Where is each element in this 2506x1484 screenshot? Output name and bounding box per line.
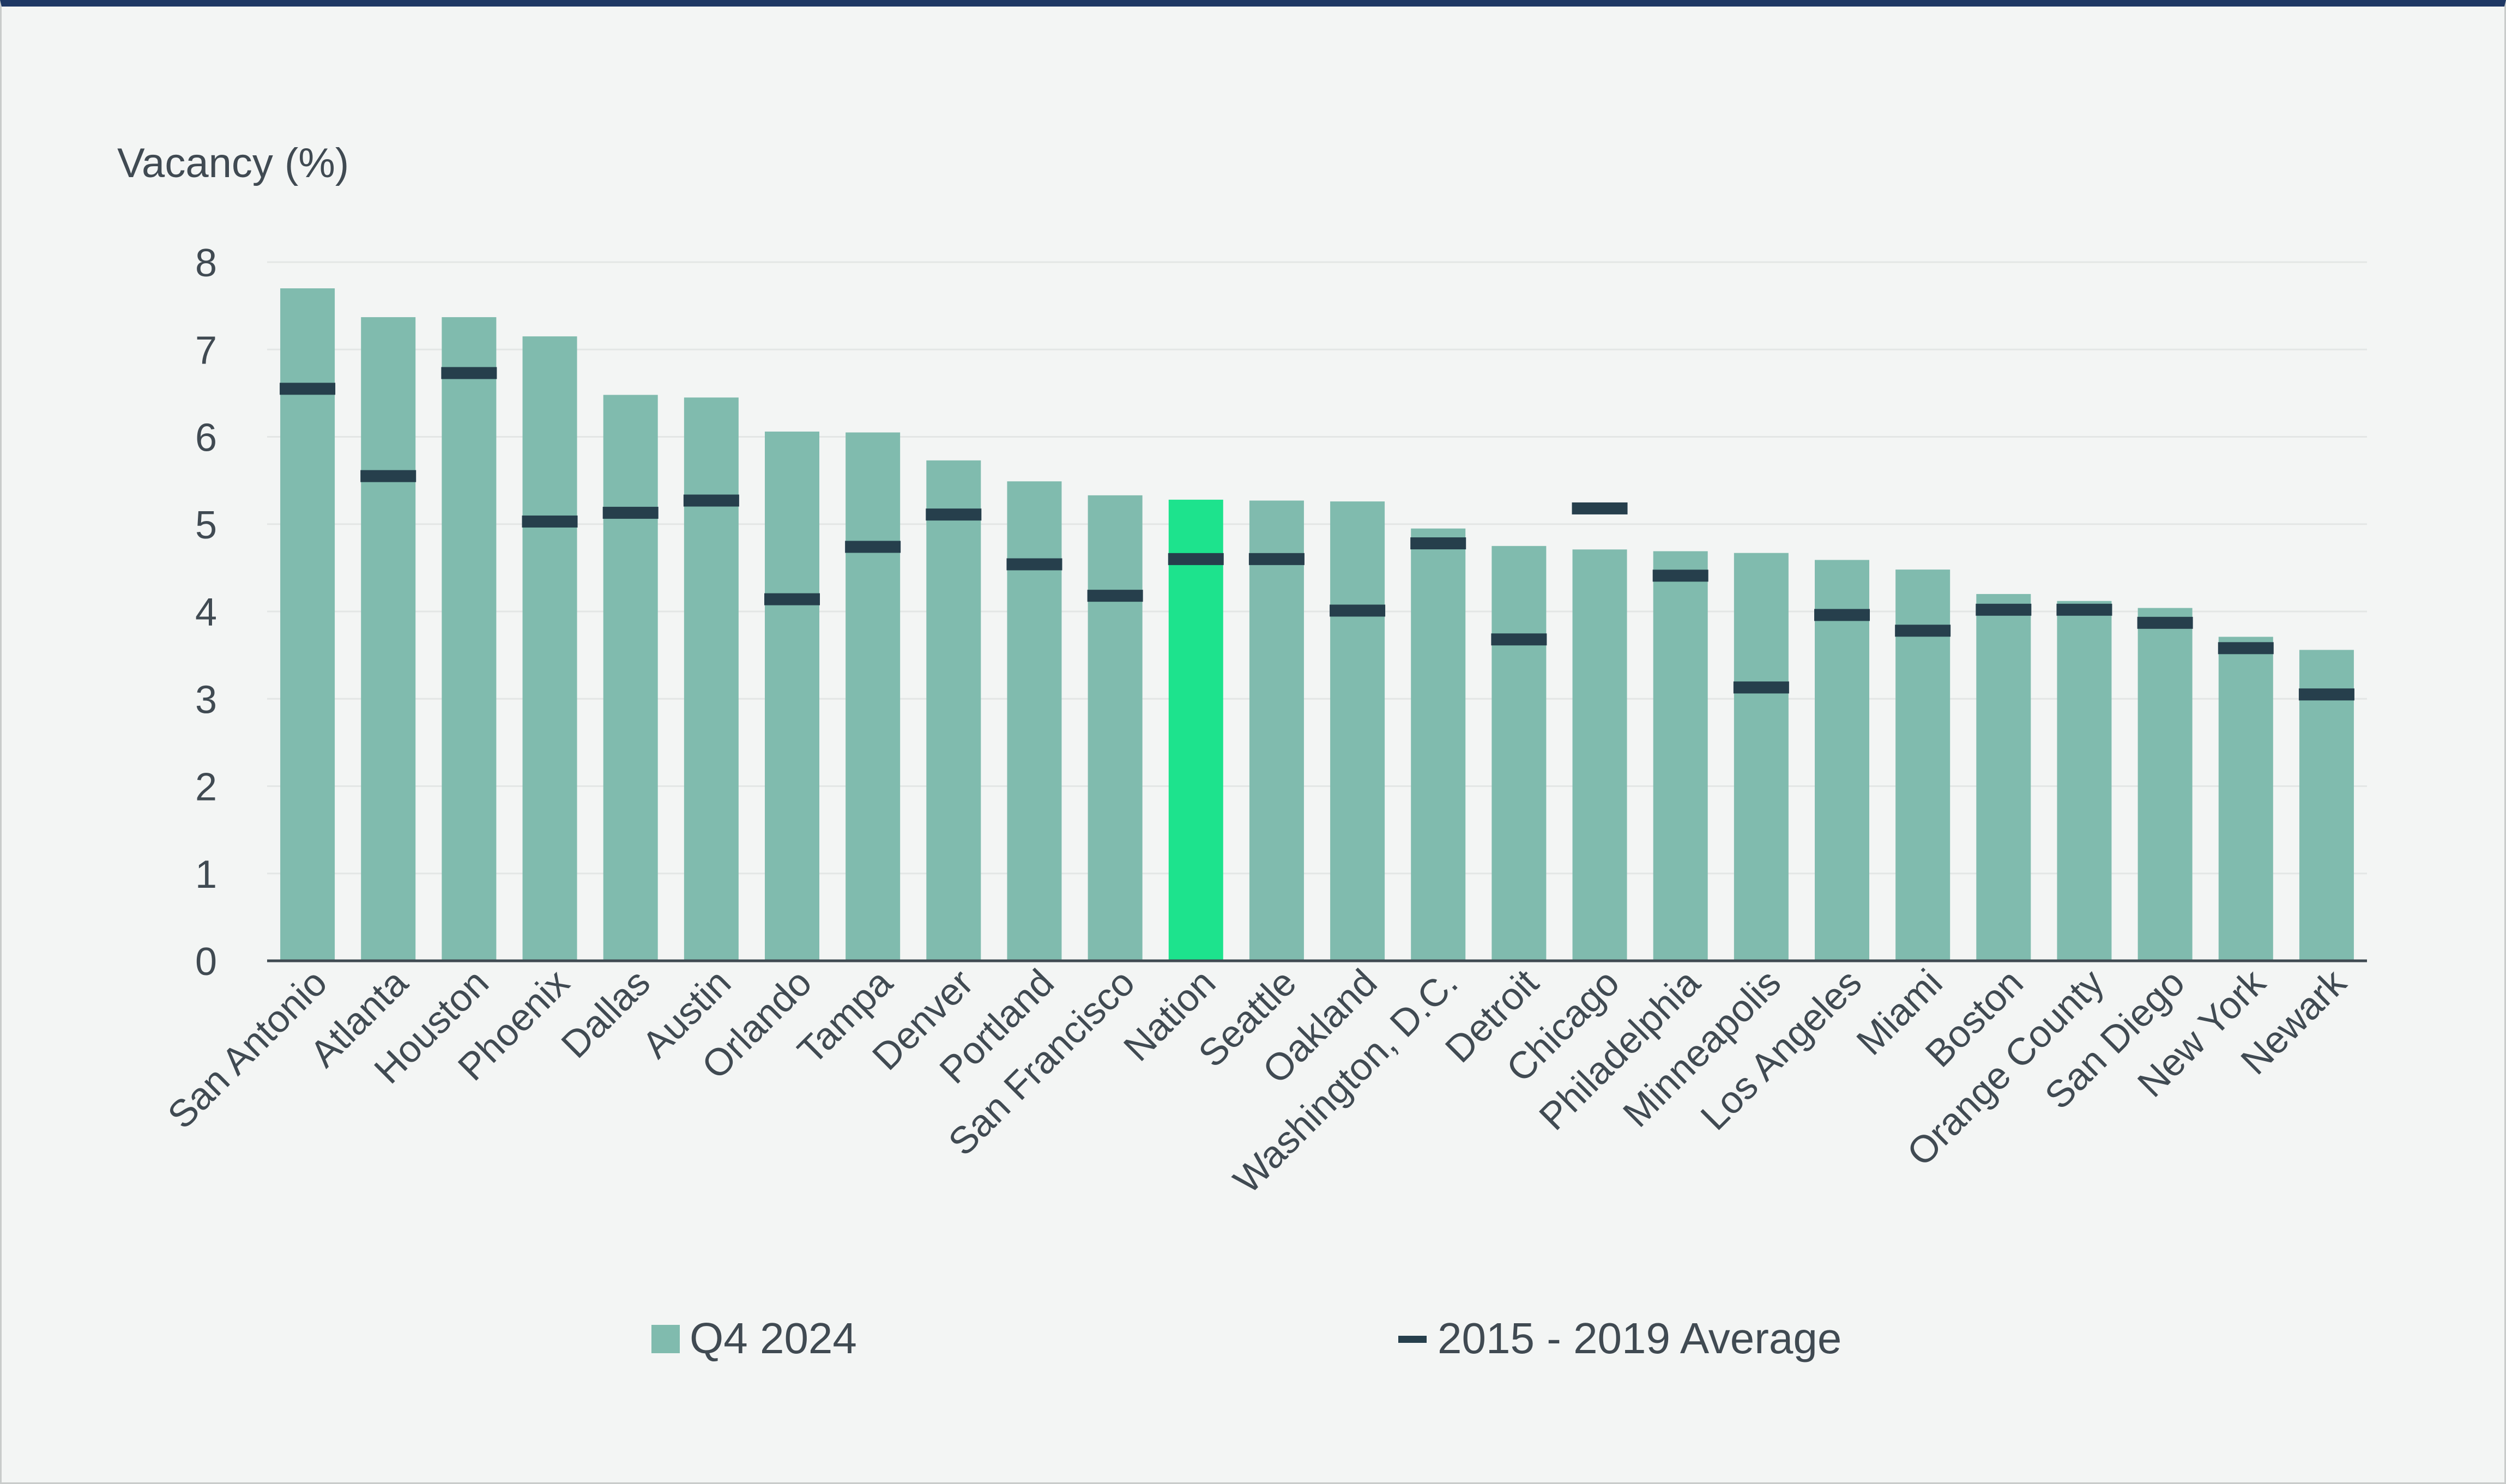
- y-tick-label: 5: [195, 504, 217, 547]
- average-marker-washington-d-c: [1410, 537, 1466, 550]
- average-marker-orange-county: [2056, 603, 2112, 616]
- y-tick-labels: 0 1 2 3 4 5 6 7 8: [195, 241, 217, 984]
- average-marker-portland: [1006, 558, 1062, 571]
- bar-oakland: [1330, 501, 1385, 961]
- bar-nation: [1168, 499, 1223, 961]
- average-marker-san-diego: [2137, 616, 2193, 629]
- y-tick-label: 4: [195, 591, 217, 634]
- bar-washington-d-c: [1411, 528, 1466, 961]
- average-marker-san-francisco: [1087, 590, 1143, 602]
- legend-marker-swatch: [1398, 1336, 1427, 1343]
- bar-boston: [1976, 593, 2031, 961]
- average-marker-atlanta: [360, 470, 416, 482]
- bar-houston: [442, 317, 497, 961]
- bar-dallas: [603, 395, 658, 961]
- legend-marker-label: 2015 - 2019 Average: [1438, 1314, 1841, 1362]
- bar-chicago: [1572, 549, 1627, 961]
- average-marker-phoenix: [522, 515, 578, 528]
- y-tick-label: 2: [195, 766, 217, 809]
- average-marker-oakland: [1330, 604, 1386, 617]
- average-marker-san-antonio: [280, 383, 336, 395]
- bar-san-francisco: [1088, 495, 1143, 961]
- bar-los-angeles: [1815, 560, 1869, 961]
- average-marker-philadelphia: [1652, 570, 1708, 582]
- y-tick-label: 0: [195, 940, 217, 984]
- x-category-labels: San AntonioAtlantaHoustonPhoenixDallasAu…: [160, 961, 2355, 1202]
- average-marker-los-angeles: [1814, 609, 1870, 621]
- x-label-dallas: Dallas: [553, 961, 659, 1066]
- bar-atlanta: [361, 317, 416, 961]
- average-marker-chicago: [1572, 502, 1628, 514]
- bars: [280, 288, 2354, 961]
- y-tick-label: 1: [195, 853, 217, 897]
- bar-philadelphia: [1653, 551, 1708, 961]
- bar-san-diego: [2137, 608, 2193, 961]
- average-marker-orlando: [764, 593, 820, 605]
- bar-seattle: [1249, 500, 1304, 961]
- average-marker-seattle: [1248, 553, 1305, 565]
- bar-tampa: [846, 432, 901, 961]
- legend-bar-swatch: [651, 1325, 680, 1353]
- average-marker-boston: [1976, 603, 2032, 616]
- average-marker-new-york: [2218, 642, 2274, 655]
- bar-denver: [926, 460, 981, 961]
- bar-minneapolis: [1734, 553, 1789, 961]
- y-tick-label: 7: [195, 329, 217, 372]
- average-marker-houston: [441, 367, 497, 379]
- legend-bar-label: Q4 2024: [690, 1314, 857, 1362]
- y-tick-label: 3: [195, 678, 217, 722]
- average-marker-newark: [2298, 688, 2354, 701]
- average-marker-minneapolis: [1733, 681, 1789, 694]
- bar-phoenix: [522, 336, 577, 961]
- bar-newark: [2299, 650, 2354, 961]
- bar-orlando: [765, 431, 819, 961]
- bar-orange-county: [2057, 601, 2112, 961]
- average-marker-dallas: [602, 506, 659, 519]
- average-marker-nation: [1168, 553, 1224, 565]
- bar-new-york: [2218, 637, 2273, 961]
- average-marker-tampa: [845, 541, 901, 553]
- y-tick-label: 6: [195, 416, 217, 460]
- bar-detroit: [1491, 546, 1547, 961]
- bar-austin: [684, 397, 739, 961]
- average-marker-miami: [1895, 625, 1951, 637]
- bar-san-antonio: [280, 288, 335, 961]
- gridlines: [267, 261, 2367, 875]
- bar-portland: [1007, 481, 1062, 961]
- average-marker-austin: [683, 494, 739, 507]
- y-tick-label: 8: [195, 241, 217, 285]
- average-marker-denver: [926, 508, 982, 521]
- y-axis-title: Vacancy (%): [117, 140, 349, 186]
- average-markers: [280, 367, 2354, 701]
- average-marker-detroit: [1491, 633, 1547, 646]
- legend: Q4 2024 2015 - 2019 Average: [651, 1314, 1841, 1362]
